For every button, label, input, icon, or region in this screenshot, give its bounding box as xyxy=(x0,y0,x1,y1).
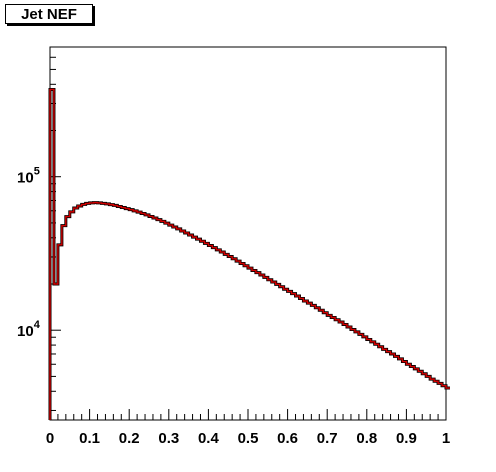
chart-title: Jet NEF xyxy=(5,4,93,24)
histogram-outline xyxy=(48,88,450,420)
x-tick-label: 0.9 xyxy=(396,430,417,447)
y-tick-label: 104 xyxy=(17,319,41,340)
x-tick-label: 1 xyxy=(442,430,450,447)
x-tick-label: 0.2 xyxy=(119,430,140,447)
y-tick-label: 105 xyxy=(17,166,40,187)
x-tick-label: 0 xyxy=(46,430,54,447)
y-tick-labels: 104 105 xyxy=(17,166,41,340)
axis-ticks xyxy=(49,46,447,420)
x-tick-label: 0.4 xyxy=(198,430,220,447)
x-tick-label: 0.3 xyxy=(158,430,179,447)
x-tick-label: 0.1 xyxy=(79,430,100,447)
x-tick-label: 0.5 xyxy=(238,430,259,447)
histogram-series xyxy=(49,88,450,420)
x-tick-label: 0.6 xyxy=(277,430,298,447)
x-tick-label: 0.7 xyxy=(317,430,338,447)
x-tick-labels: 0 0.1 0.2 0.3 0.4 0.5 0.6 0.7 0.8 0.9 1 xyxy=(46,430,450,447)
x-tick-label: 0.8 xyxy=(356,430,377,447)
plot-frame xyxy=(49,46,447,421)
